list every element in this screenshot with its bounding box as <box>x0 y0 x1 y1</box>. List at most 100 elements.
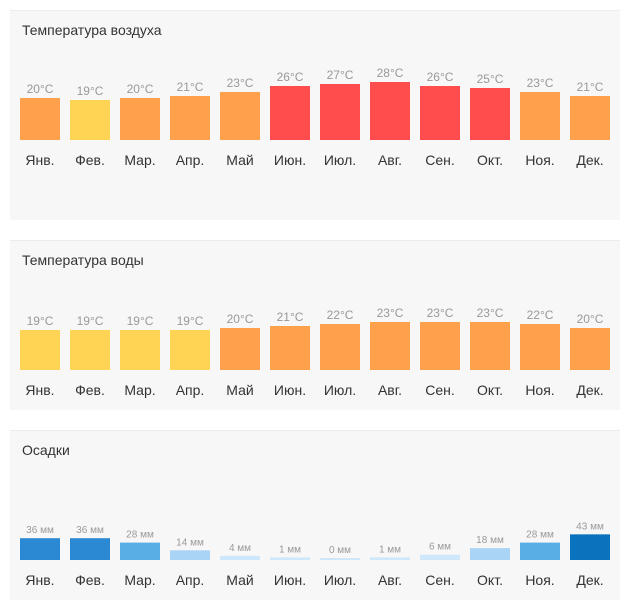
month-label-12: Дек. <box>576 572 603 588</box>
month-label-7: Июл. <box>324 152 356 168</box>
bar-4 <box>170 330 210 370</box>
bar-2 <box>70 330 110 370</box>
value-label-4: 19°C <box>177 314 204 328</box>
water-temperature-panel: Температура воды 19°C Янв. 19°C Фев. 19°C Мар… <box>10 240 620 410</box>
month-label-11: Ноя. <box>525 382 554 398</box>
month-label-2: Фев. <box>75 572 105 588</box>
bar-1 <box>20 98 60 140</box>
month-label-12: Дек. <box>576 152 603 168</box>
value-label-3: 20°C <box>127 82 154 96</box>
month-label-5: Май <box>226 382 253 398</box>
value-label-1: 20°C <box>27 82 54 96</box>
month-label-8: Авг. <box>378 152 402 168</box>
value-label-1: 19°C <box>27 314 54 328</box>
bar-2 <box>70 100 110 140</box>
month-label-6: Июн. <box>274 382 306 398</box>
panel-title: Температура воды <box>22 252 144 268</box>
panel-title: Осадки <box>22 442 70 458</box>
month-label-1: Янв. <box>25 382 54 398</box>
value-label-5: 4 мм <box>229 543 251 554</box>
bar-4 <box>170 96 210 140</box>
value-label-2: 19°C <box>77 314 104 328</box>
bar-7 <box>320 558 360 560</box>
month-label-6: Июн. <box>274 152 306 168</box>
month-label-9: Сен. <box>425 572 455 588</box>
value-label-11: 23°C <box>527 76 554 90</box>
bar-9 <box>420 554 460 560</box>
month-label-5: Май <box>226 152 253 168</box>
bar-8 <box>370 82 410 140</box>
bar-3 <box>120 330 160 370</box>
bar-10 <box>470 322 510 370</box>
value-label-1: 36 мм <box>26 525 54 536</box>
month-label-10: Окт. <box>477 152 503 168</box>
value-label-2: 19°C <box>77 84 104 98</box>
value-label-2: 36 мм <box>76 525 104 536</box>
bar-9 <box>420 86 460 140</box>
month-label-3: Мар. <box>124 572 155 588</box>
bar-1 <box>20 330 60 370</box>
bar-3 <box>120 98 160 140</box>
value-label-5: 20°C <box>227 312 254 326</box>
value-label-7: 27°C <box>327 68 354 82</box>
value-label-9: 26°C <box>427 70 454 84</box>
month-label-4: Апр. <box>176 572 205 588</box>
bar-11 <box>520 324 560 370</box>
bar-12 <box>570 96 610 140</box>
bar-1 <box>20 538 60 560</box>
bar-12 <box>570 328 610 370</box>
month-label-9: Сен. <box>425 382 455 398</box>
bar-8 <box>370 322 410 370</box>
bar-11 <box>520 92 560 140</box>
value-label-8: 23°C <box>377 306 404 320</box>
value-label-10: 18 мм <box>476 535 504 546</box>
value-label-7: 22°C <box>327 308 354 322</box>
bar-5 <box>220 328 260 370</box>
month-label-10: Окт. <box>477 382 503 398</box>
bar-8 <box>370 557 410 560</box>
bar-5 <box>220 555 260 560</box>
value-label-8: 1 мм <box>379 544 401 555</box>
value-label-6: 21°C <box>277 310 304 324</box>
value-label-10: 23°C <box>477 306 504 320</box>
month-label-6: Июн. <box>274 572 306 588</box>
bar-2 <box>70 538 110 560</box>
value-label-6: 1 мм <box>279 544 301 555</box>
value-label-11: 28 мм <box>526 530 554 541</box>
month-label-9: Сен. <box>425 152 455 168</box>
value-label-9: 23°C <box>427 306 454 320</box>
value-label-9: 6 мм <box>429 542 451 553</box>
month-label-4: Апр. <box>176 152 205 168</box>
precipitation-chart: 36 мм Янв. 36 мм Фев. 28 мм Мар. 14 мм Апр. 4 мм… <box>20 521 610 588</box>
water-temperature-chart: 19°C Янв. 19°C Фев. 19°C Мар. 19°C Апр. 20°C Май 2… <box>20 306 610 398</box>
bar-5 <box>220 92 260 140</box>
precipitation-panel: Осадки 36 мм Янв. 36 мм Фев. 28 мм Мар. 14 мм А… <box>10 430 620 600</box>
month-label-5: Май <box>226 572 253 588</box>
bar-10 <box>470 88 510 140</box>
month-label-2: Фев. <box>75 382 105 398</box>
month-label-11: Ноя. <box>525 152 554 168</box>
bar-12 <box>570 534 610 560</box>
value-label-10: 25°C <box>477 72 504 86</box>
month-label-7: Июл. <box>324 572 356 588</box>
bar-9 <box>420 322 460 370</box>
month-label-3: Мар. <box>124 152 155 168</box>
air-temperature-panel: Температура воздуха 20°C Янв. 19°C Фев. 20°C… <box>10 10 620 220</box>
month-label-12: Дек. <box>576 382 603 398</box>
value-label-12: 20°C <box>577 312 604 326</box>
bar-11 <box>520 542 560 560</box>
month-label-10: Окт. <box>477 572 503 588</box>
month-label-1: Янв. <box>25 152 54 168</box>
value-label-8: 28°C <box>377 66 404 80</box>
value-label-4: 21°C <box>177 80 204 94</box>
bar-7 <box>320 324 360 370</box>
month-label-11: Ноя. <box>525 572 554 588</box>
month-label-4: Апр. <box>176 382 205 398</box>
bar-6 <box>270 326 310 370</box>
air-temperature-chart: 20°C Янв. 19°C Фев. 20°C Мар. 21°C Апр. 23°C Май 2… <box>20 66 610 168</box>
value-label-12: 43 мм <box>576 521 604 532</box>
month-label-1: Янв. <box>25 572 54 588</box>
value-label-4: 14 мм <box>176 537 204 548</box>
month-label-3: Мар. <box>124 382 155 398</box>
bar-6 <box>270 557 310 560</box>
